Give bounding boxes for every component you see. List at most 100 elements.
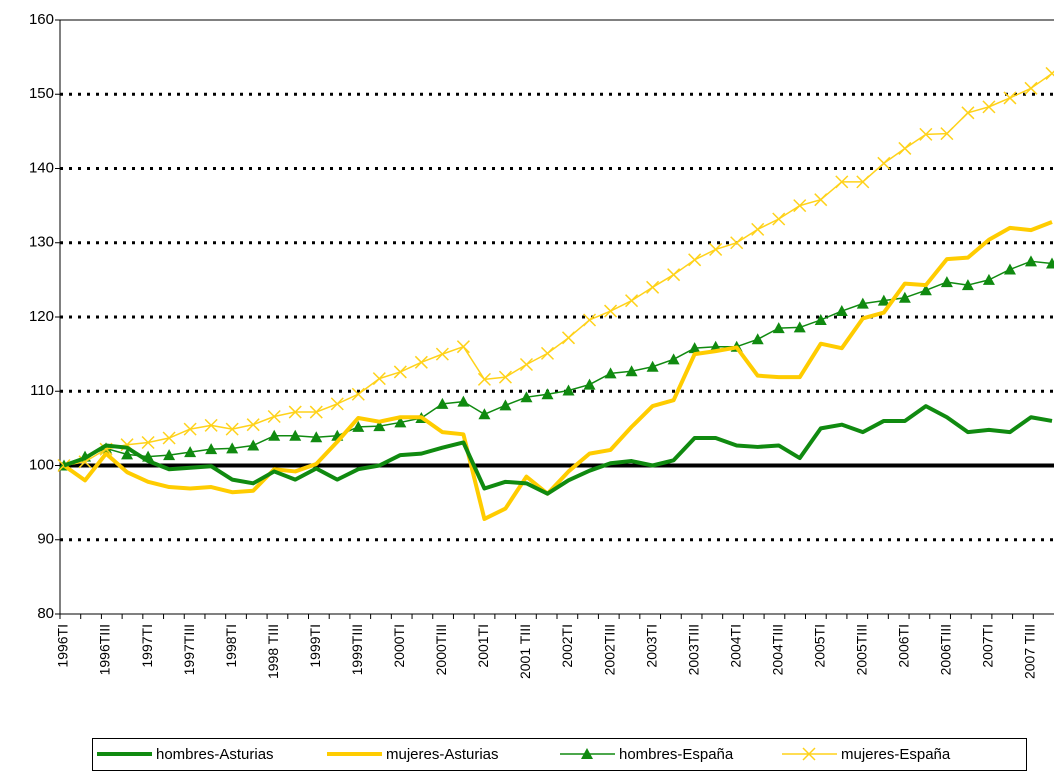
point-marker xyxy=(1003,263,1016,275)
x-tick-label: 1999TI xyxy=(307,624,323,668)
point-marker xyxy=(162,431,176,445)
y-tick-label: 150 xyxy=(29,85,54,102)
point-marker xyxy=(1003,91,1017,105)
x-tick-label: 1998 TIII xyxy=(265,624,281,679)
point-marker xyxy=(540,346,555,360)
point-marker xyxy=(1045,66,1054,80)
point-marker xyxy=(982,273,995,285)
point-marker xyxy=(183,422,197,436)
point-marker xyxy=(961,106,975,120)
point-marker xyxy=(898,141,912,155)
point-marker xyxy=(688,253,702,267)
point-marker xyxy=(541,388,554,400)
point-marker xyxy=(625,294,639,308)
point-marker xyxy=(205,443,218,455)
point-marker xyxy=(646,280,660,294)
point-marker xyxy=(856,175,870,189)
legend-label: hombres-Asturias xyxy=(156,746,274,763)
point-marker xyxy=(373,420,386,432)
point-marker xyxy=(288,405,302,419)
point-marker xyxy=(499,399,512,411)
x-tick-label: 2000TI xyxy=(391,624,407,668)
series-line xyxy=(62,220,1053,521)
point-marker xyxy=(436,397,449,409)
x-tick-label: 2001TI xyxy=(475,624,491,668)
point-marker xyxy=(583,378,596,390)
point-marker xyxy=(772,212,786,226)
point-marker xyxy=(267,409,281,424)
point-marker xyxy=(604,367,617,379)
point-marker xyxy=(225,422,239,436)
point-marker xyxy=(268,429,281,441)
x-tick-label: 1998TI xyxy=(223,624,239,668)
point-marker xyxy=(394,416,407,428)
point-marker xyxy=(289,429,302,441)
point-marker xyxy=(940,127,954,141)
point-marker xyxy=(204,418,218,432)
point-marker xyxy=(667,353,680,365)
point-marker xyxy=(835,175,849,189)
point-marker xyxy=(478,408,491,420)
x-tick-label: 2007TI xyxy=(980,624,996,668)
y-tick-label: 140 xyxy=(29,159,54,176)
x-tick-label: 2002TIII xyxy=(601,624,617,675)
x-tick-label: 2005TIII xyxy=(854,624,870,675)
point-marker xyxy=(184,446,197,458)
x-tick-label: 2004TI xyxy=(727,624,743,668)
point-marker xyxy=(730,236,744,250)
point-marker xyxy=(709,242,723,256)
x-tick-label: 1997TI xyxy=(139,624,155,668)
x-tick-label: 1999TIII xyxy=(349,624,365,675)
point-marker xyxy=(393,365,407,379)
point-marker xyxy=(856,297,869,309)
x-tick-label: 1997TIII xyxy=(181,624,197,675)
point-marker xyxy=(414,355,428,369)
point-marker xyxy=(793,321,806,333)
point-marker xyxy=(772,322,785,334)
x-tick-label: 1996TIII xyxy=(97,624,113,675)
y-tick-label: 130 xyxy=(29,234,54,251)
point-marker xyxy=(141,435,155,450)
x-tick-label: 2002TI xyxy=(559,624,575,668)
series-line xyxy=(63,260,1053,467)
point-marker xyxy=(562,384,575,396)
point-marker xyxy=(667,268,681,282)
point-marker xyxy=(246,418,260,432)
point-marker xyxy=(330,397,344,411)
point-marker xyxy=(583,313,597,327)
x-tick-label: 2006TIII xyxy=(938,624,954,675)
legend-box xyxy=(92,738,1027,771)
point-marker xyxy=(802,747,816,761)
point-marker xyxy=(919,127,933,141)
point-marker xyxy=(477,372,491,386)
point-marker xyxy=(1024,81,1038,95)
point-marker xyxy=(793,199,807,213)
point-marker xyxy=(519,357,533,372)
point-marker xyxy=(814,313,827,325)
x-tick-label: 2006TI xyxy=(896,624,912,668)
legend-label: mujeres-Asturias xyxy=(386,746,499,763)
x-tick-label: 2007 TIII xyxy=(1022,624,1038,679)
point-marker xyxy=(581,748,593,759)
legend-label: hombres-España xyxy=(619,746,734,763)
point-marker xyxy=(646,360,659,372)
point-marker xyxy=(688,342,701,354)
point-marker xyxy=(919,284,932,296)
point-marker xyxy=(561,331,576,345)
point-marker xyxy=(751,222,765,236)
point-marker xyxy=(435,347,449,361)
point-marker xyxy=(751,333,764,345)
point-marker xyxy=(940,276,953,288)
y-tick-label: 80 xyxy=(37,605,54,622)
series-line xyxy=(63,72,1053,467)
point-marker xyxy=(163,449,176,461)
point-marker xyxy=(121,448,134,460)
point-marker xyxy=(310,431,323,443)
y-tick-label: 110 xyxy=(30,382,54,399)
point-marker xyxy=(877,156,891,170)
point-marker xyxy=(877,294,890,306)
point-marker xyxy=(352,420,365,432)
x-tick-label: 2004TIII xyxy=(769,624,785,675)
point-marker xyxy=(835,305,848,317)
